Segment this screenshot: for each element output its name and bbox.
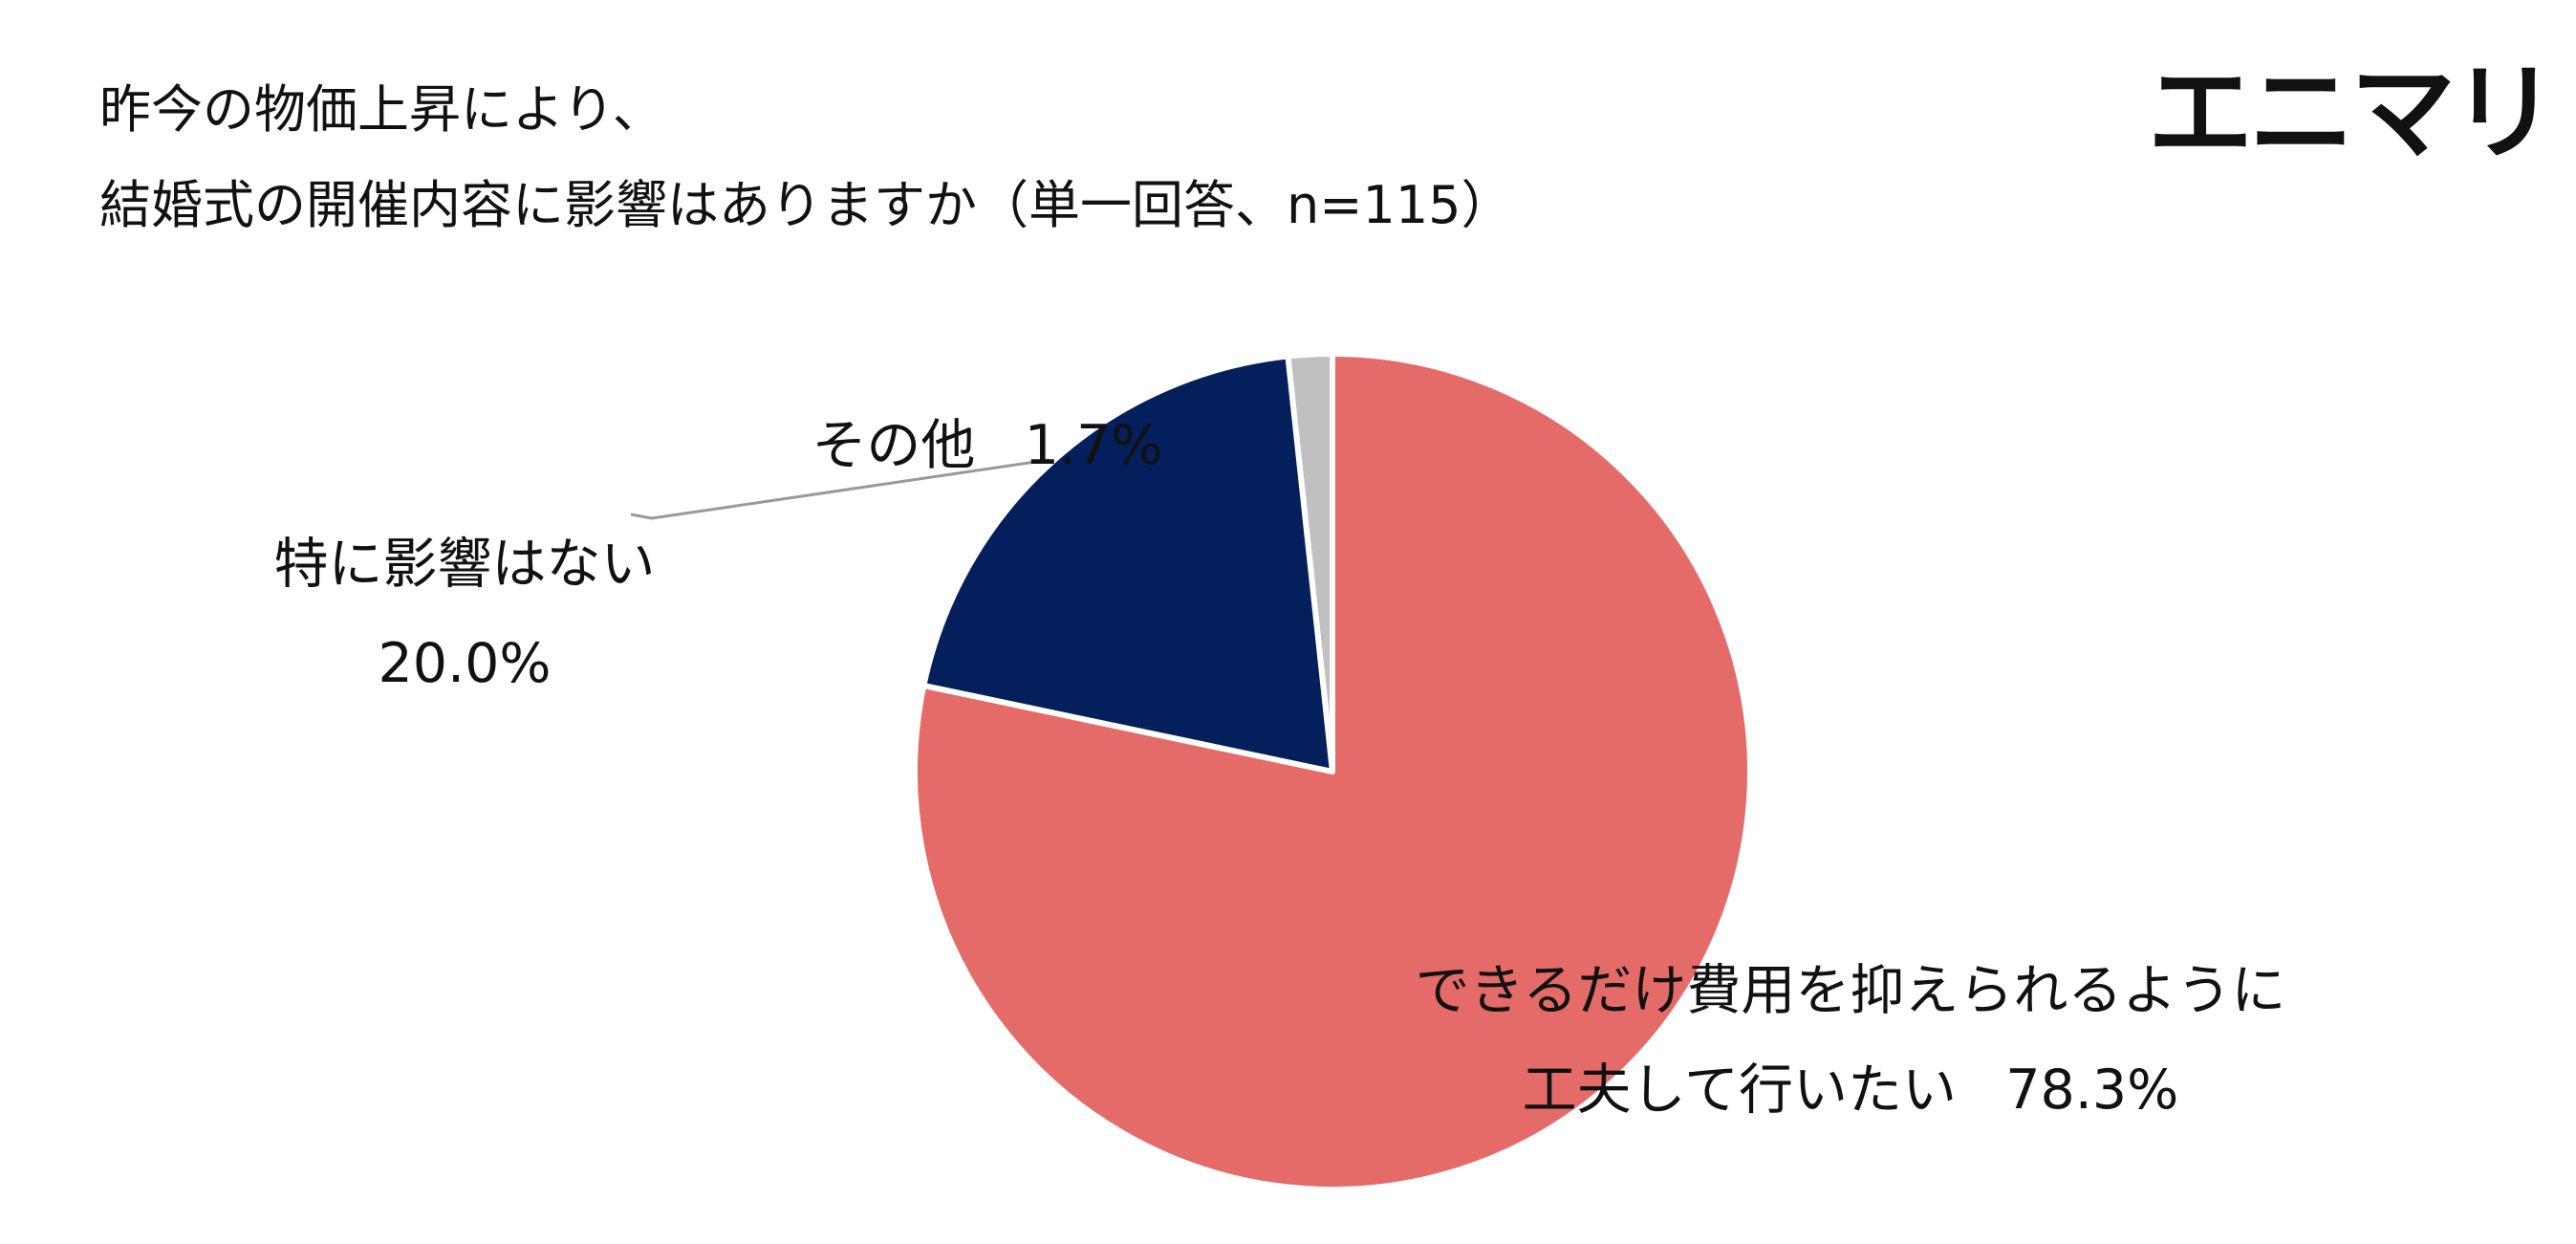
logo: エニマリ xyxy=(2148,52,2557,174)
pie-slice xyxy=(912,351,1753,1192)
category-label: できるだけ費用を抑えられるように 工夫して行いたい xyxy=(1415,959,2286,1122)
pie-slice xyxy=(920,353,1335,775)
value-label: 1.7% xyxy=(1024,414,1163,477)
category-label: 特に影響はない xyxy=(273,533,656,596)
slice-label: その他 1.7% xyxy=(701,296,1274,495)
value-label: 20.0% xyxy=(378,632,552,695)
slice-label: 特に影響はない 20.0% xyxy=(178,415,751,713)
chart-title: 昨今の物価上昇により、 xyxy=(99,79,664,140)
leader-line xyxy=(630,458,1050,520)
category-label: その他 xyxy=(812,414,976,477)
value-label: 78.3% xyxy=(2005,1058,2179,1122)
chart-title: 結婚式の開催内容に影響はありますか（単一回答、n=115） xyxy=(99,175,1513,235)
slice-label: できるだけ費用を抑えられるように 工夫して行いたい 78.3% xyxy=(1277,841,2424,1140)
